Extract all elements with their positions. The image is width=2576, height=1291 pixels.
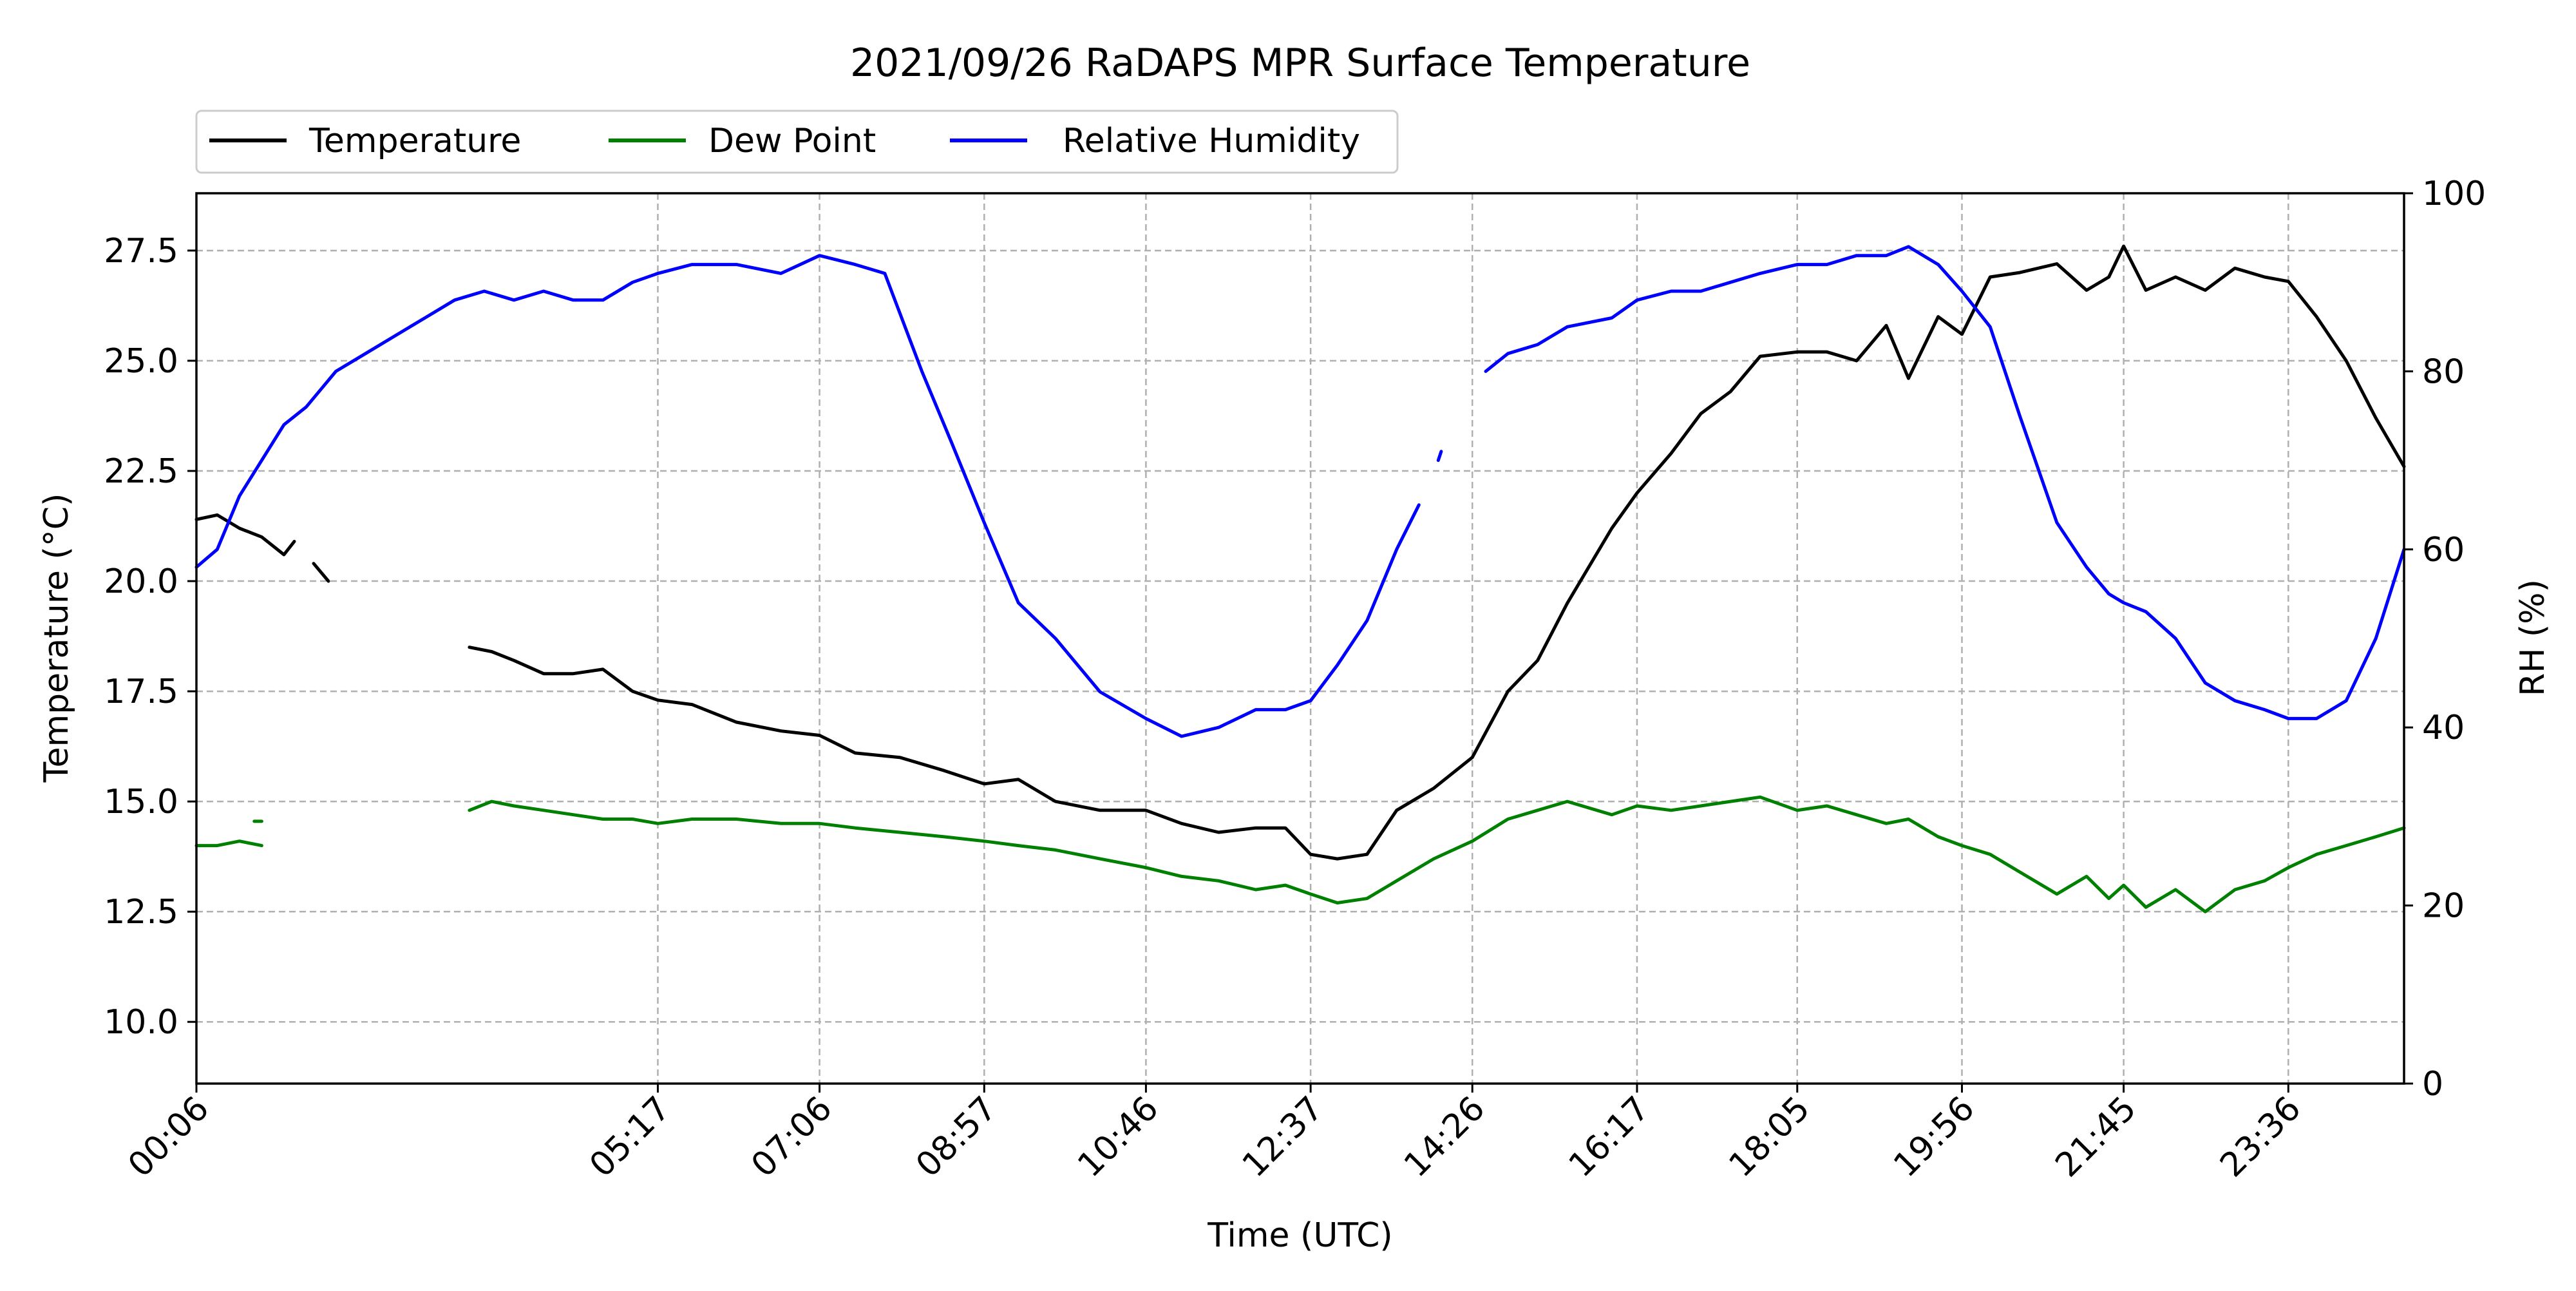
y-tick-label: 17.5 bbox=[104, 673, 178, 711]
legend: Temperature Dew Point Relative Humidity bbox=[195, 110, 1399, 174]
y2-tick-label: 40 bbox=[2422, 709, 2465, 747]
y-tick-label: 25.0 bbox=[104, 342, 178, 381]
y-axis-label: Temperature (°C) bbox=[37, 493, 76, 783]
y2-tick-label: 80 bbox=[2422, 352, 2465, 391]
plot-frame bbox=[195, 192, 2405, 1085]
y2-tick-label: 100 bbox=[2422, 175, 2486, 213]
chart-title: 2021/09/26 RaDAPS MPR Surface Temperatur… bbox=[850, 41, 1750, 86]
legend-label-dew-point: Dew Point bbox=[708, 122, 876, 160]
legend-label-temperature: Temperature bbox=[308, 122, 521, 160]
x-axis-label: Time (UTC) bbox=[1207, 1216, 1392, 1255]
y-tick-label: 15.0 bbox=[104, 783, 178, 821]
series-line-temperature bbox=[468, 244, 2406, 861]
series-lines bbox=[194, 244, 2406, 913]
series-line-relative-humidity bbox=[1436, 450, 1443, 463]
y-tick-label: 27.5 bbox=[104, 232, 178, 271]
y-tick-label: 10.0 bbox=[104, 1003, 178, 1042]
series-line-temperature bbox=[194, 513, 296, 557]
y2-axis-label: RH (%) bbox=[2514, 579, 2552, 696]
series-line-dew-point bbox=[194, 839, 263, 848]
series-line-dew-point bbox=[468, 795, 2406, 913]
legend-box bbox=[195, 110, 1399, 174]
y2-tick-label: 20 bbox=[2422, 887, 2465, 926]
series-line-relative-humidity bbox=[194, 254, 1421, 738]
legend-label-relative-humidity: Relative Humidity bbox=[1063, 122, 1360, 160]
gridlines bbox=[195, 193, 2404, 1084]
y-tick-label: 22.5 bbox=[104, 452, 178, 491]
y2-tick-label: 60 bbox=[2422, 531, 2465, 569]
y-tick-label: 20.0 bbox=[104, 562, 178, 601]
y-tick-label: 12.5 bbox=[104, 893, 178, 932]
series-line-relative-humidity bbox=[1484, 245, 2406, 720]
series-line-temperature bbox=[312, 562, 330, 583]
y2-tick-label: 0 bbox=[2422, 1065, 2443, 1104]
